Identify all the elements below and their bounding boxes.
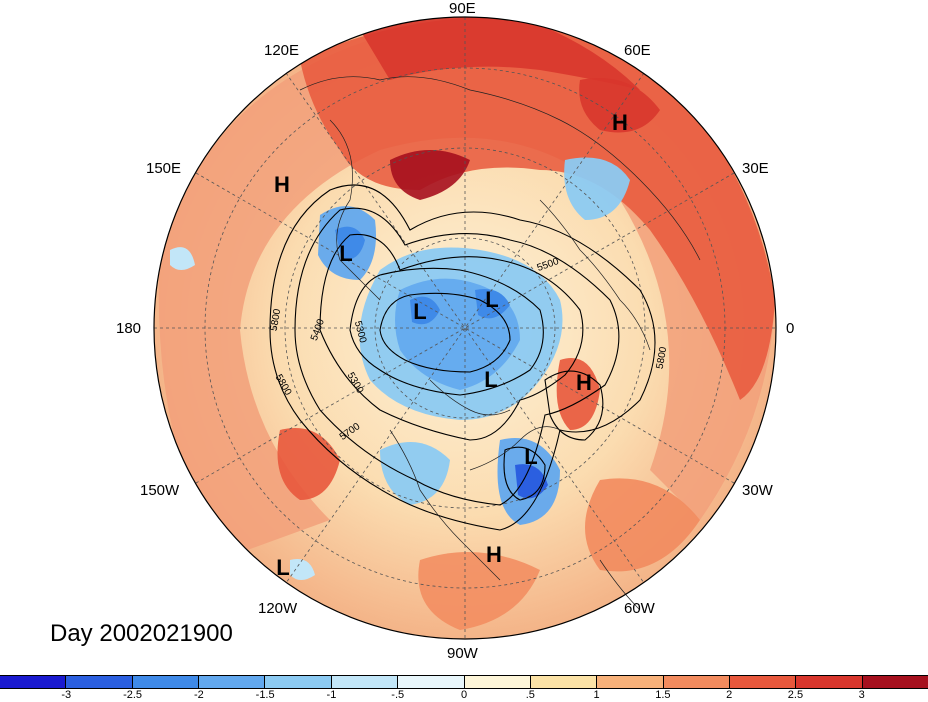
colorbar-tick-label: 2.5 <box>787 689 804 701</box>
high-marker: H <box>612 110 628 135</box>
high-marker: H <box>486 542 502 567</box>
low-marker: L <box>484 367 498 392</box>
lon-label-150w: 150W <box>140 482 180 499</box>
map-border <box>153 16 777 640</box>
colorbar-segment <box>265 676 332 688</box>
colorbar-segment <box>398 676 465 688</box>
lon-label-90e: 90E <box>449 0 476 17</box>
coastlines <box>299 76 701 611</box>
high-marker: H <box>274 172 290 197</box>
high-marker: H <box>576 370 592 395</box>
colorbar-tick-label: -1.5 <box>255 689 275 701</box>
colorbar-tick-label: 2 <box>726 689 733 701</box>
low-marker: L <box>524 444 538 469</box>
lon-label-60w: 60W <box>624 600 655 617</box>
colorbar <box>0 675 928 689</box>
lon-label-30w: 30W <box>742 482 773 499</box>
lon-label-60e: 60E <box>624 42 651 59</box>
colorbar-segment <box>663 676 730 688</box>
colorbar-tick-label: .5 <box>525 689 535 701</box>
colorbar-tick-label: 3 <box>858 689 865 701</box>
graticule <box>154 17 776 639</box>
low-marker: L <box>276 555 290 580</box>
lon-label-90w: 90W <box>447 645 478 662</box>
colorbar-segment <box>66 676 133 688</box>
colorbar-segment <box>729 676 797 688</box>
colorbar-tick-label: 1.5 <box>655 689 671 701</box>
colorbar-tick-label: -.5 <box>391 689 405 701</box>
colorbar-segment <box>862 676 928 688</box>
colorbar-segment <box>132 676 200 688</box>
lon-label-120e: 120E <box>264 42 300 59</box>
day-label: Day 2002021900 <box>50 620 233 647</box>
lon-label-180: 180 <box>116 320 142 337</box>
lon-label-0: 0 <box>786 320 795 337</box>
colorbar-tick-label: 1 <box>593 689 600 701</box>
colorbar-tick-label: -2 <box>193 689 204 701</box>
low-marker: L <box>413 299 427 324</box>
lon-label-120w: 120W <box>258 600 298 617</box>
lon-label-150e: 150E <box>146 160 182 177</box>
colorbar-segment <box>0 676 67 688</box>
colorbar-tick-label: 0 <box>460 689 468 701</box>
height-contours <box>269 184 656 531</box>
colorbar-segment <box>199 676 266 688</box>
colorbar-segment <box>331 676 399 688</box>
lon-label-30e: 30E <box>742 160 769 177</box>
colorbar-segment <box>796 676 863 688</box>
colorbar-segment <box>530 676 598 688</box>
colorbar-segment <box>597 676 664 688</box>
colorbar-tick-label: -3 <box>61 689 72 701</box>
low-marker: L <box>339 241 353 266</box>
colorbar-segment <box>464 676 531 688</box>
colorbar-tick-label: -1 <box>326 689 337 701</box>
low-marker: L <box>485 287 499 312</box>
colorbar-tick-label: -2.5 <box>123 689 143 701</box>
